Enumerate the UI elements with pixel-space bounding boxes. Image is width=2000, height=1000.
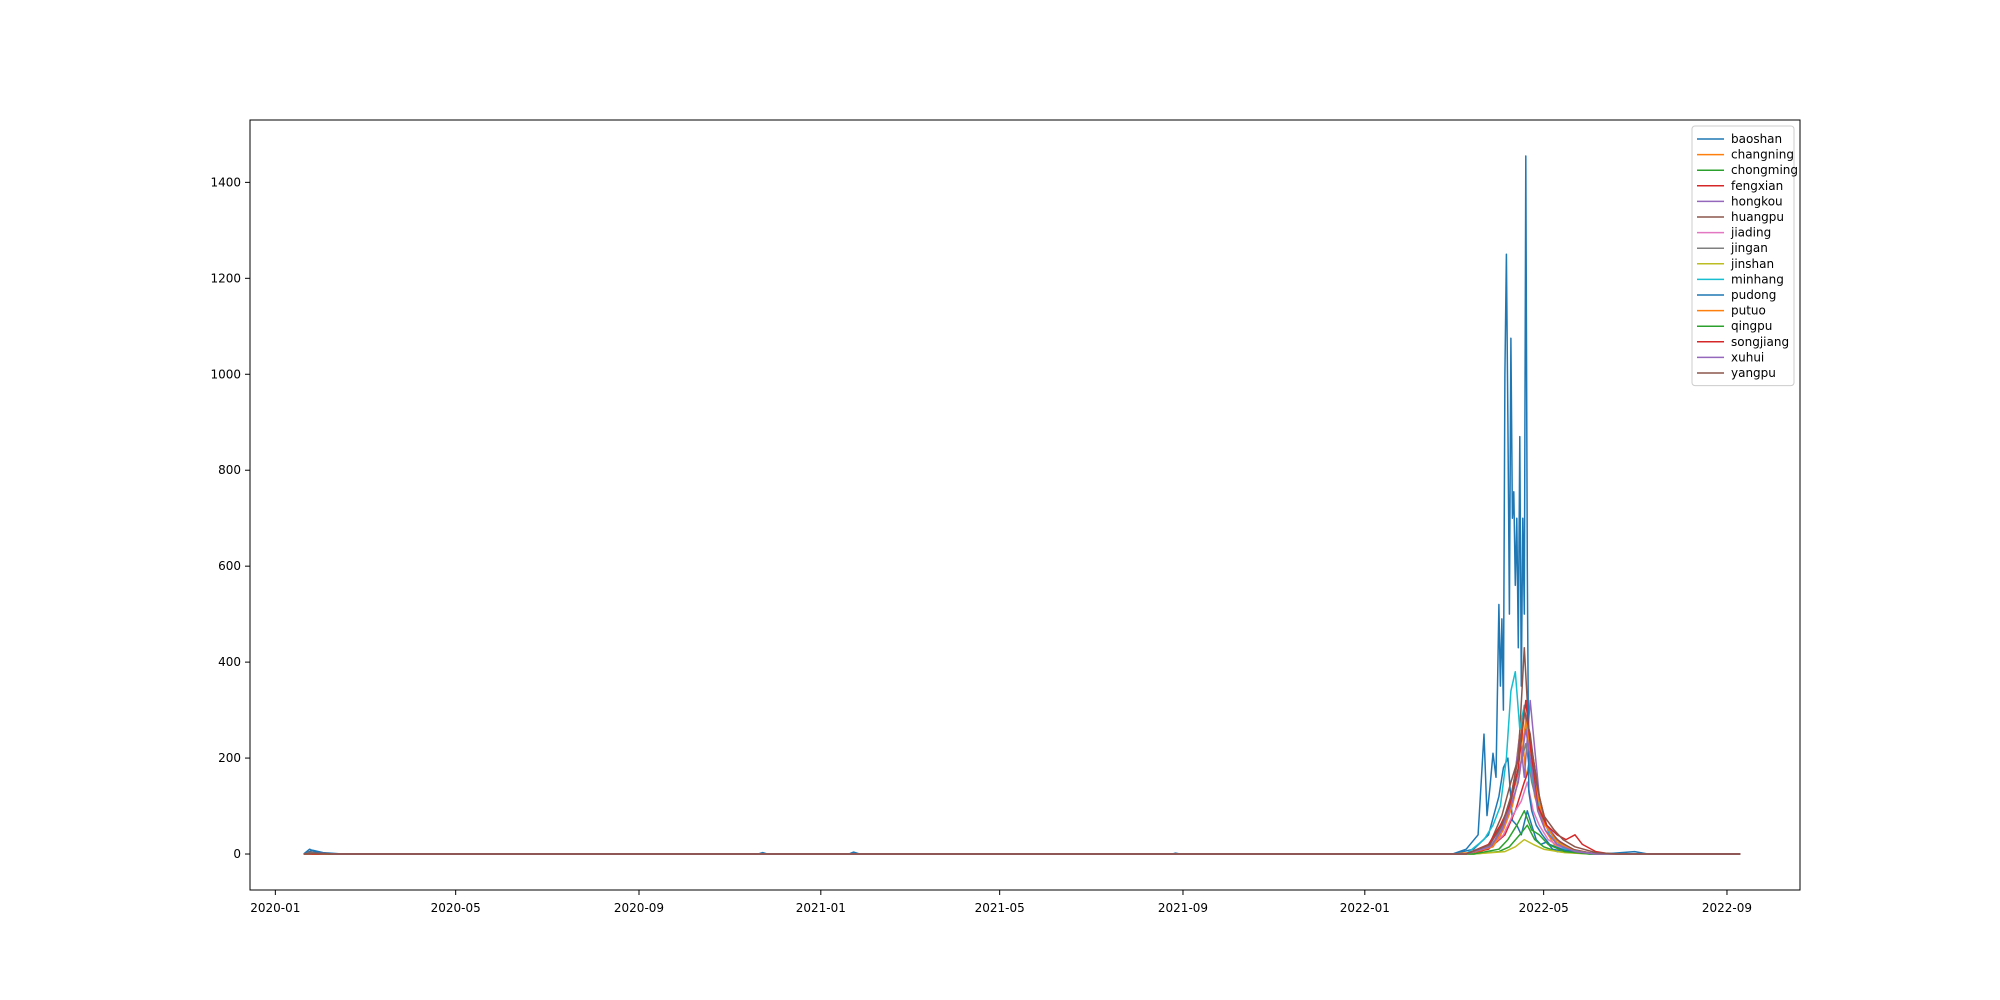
legend-label-baoshan: baoshan: [1731, 132, 1782, 146]
y-tick-label: 1200: [210, 271, 241, 285]
x-tick-label: 2020-09: [614, 901, 664, 915]
legend-label-putuo: putuo: [1731, 304, 1766, 318]
legend-label-pudong: pudong: [1731, 288, 1776, 302]
series-line-qingpu: [303, 810, 1741, 855]
series-line-pudong: [303, 155, 1741, 855]
y-tick-label: 0: [233, 847, 241, 861]
y-tick-label: 800: [218, 463, 241, 477]
legend-label-jingan: jingan: [1730, 241, 1768, 255]
y-tick-label: 200: [218, 751, 241, 765]
y-tick-label: 400: [218, 655, 241, 669]
legend-label-minhang: minhang: [1731, 272, 1784, 286]
legend-label-qingpu: qingpu: [1731, 319, 1772, 333]
y-tick-label: 1400: [210, 175, 241, 189]
legend-label-jiading: jiading: [1730, 226, 1771, 240]
legend-box: [1691, 125, 1795, 387]
legend-label-fengxian: fengxian: [1731, 179, 1783, 193]
legend-label-huangpu: huangpu: [1731, 210, 1784, 224]
x-tick-label: 2021-05: [975, 901, 1025, 915]
legend-label-yangpu: yangpu: [1731, 366, 1776, 380]
series-line-yangpu: [303, 709, 1741, 855]
y-axis: 0 200 400 600 800 1000 1200 1400: [210, 175, 250, 861]
legend-label-chongming: chongming: [1731, 163, 1798, 177]
x-tick-label: 2021-09: [1158, 901, 1208, 915]
x-tick-label: 2022-01: [1340, 901, 1390, 915]
legend-label-xuhui: xuhui: [1731, 350, 1764, 364]
y-tick-label: 1000: [210, 367, 241, 381]
legend-label-hongkou: hongkou: [1731, 194, 1783, 208]
x-tick-label: 2021-01: [796, 901, 846, 915]
legend-label-songjiang: songjiang: [1731, 335, 1789, 349]
legend-label-jinshan: jinshan: [1730, 257, 1774, 271]
x-tick-label: 2020-01: [250, 901, 300, 915]
y-tick-label: 600: [218, 559, 241, 573]
x-tick-label: 2022-05: [1519, 901, 1569, 915]
series-layer: [303, 155, 1741, 855]
x-axis: 2020-01 2020-05 2020-09 2021-01 2021-05 2021-…: [250, 890, 1752, 915]
plot-frame: [249, 119, 1801, 891]
x-tick-label: 2020-05: [431, 901, 481, 915]
x-tick-label: 2022-09: [1702, 901, 1752, 915]
legend-label-changning: changning: [1731, 148, 1794, 162]
